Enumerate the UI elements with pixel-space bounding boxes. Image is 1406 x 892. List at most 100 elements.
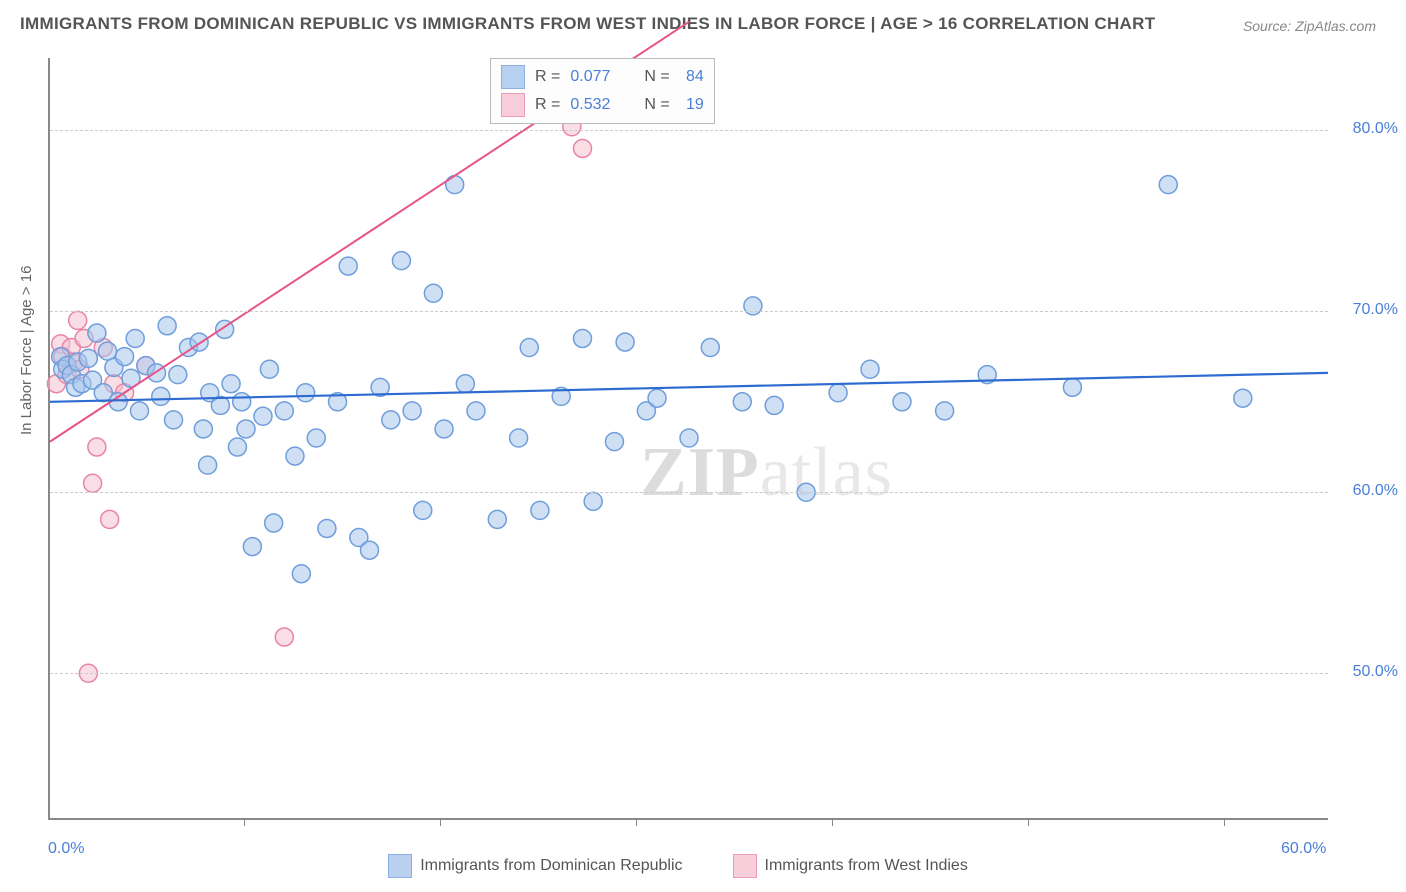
data-point (1063, 378, 1081, 396)
data-point (456, 375, 474, 393)
data-point (733, 393, 751, 411)
data-point (260, 360, 278, 378)
y-axis-label: In Labor Force | Age > 16 (18, 266, 35, 435)
data-point (392, 252, 410, 270)
legend-r-value: 0.532 (570, 96, 610, 114)
legend-series-label: Immigrants from West Indies (765, 857, 968, 874)
gridline-h (50, 311, 1328, 312)
data-point (199, 456, 217, 474)
data-point (510, 429, 528, 447)
data-point (1159, 176, 1177, 194)
data-point (292, 565, 310, 583)
data-point (893, 393, 911, 411)
data-point (265, 514, 283, 532)
data-point (222, 375, 240, 393)
data-point (101, 510, 119, 528)
data-point (605, 433, 623, 451)
legend-n-label: N = (644, 68, 669, 86)
xtick-mark (832, 818, 833, 826)
data-point (520, 339, 538, 357)
plot-area: ZIPatlas (48, 58, 1328, 820)
legend-r-label: R = (535, 96, 560, 114)
legend-n-value: 84 (680, 68, 704, 86)
data-point (297, 384, 315, 402)
data-point (84, 474, 102, 492)
data-point (574, 329, 592, 347)
data-point (286, 447, 304, 465)
data-point (531, 501, 549, 519)
data-point (936, 402, 954, 420)
data-point (228, 438, 246, 456)
legend-row: R = 0.532 N = 19 (501, 91, 704, 119)
gridline-h (50, 492, 1328, 493)
data-point (307, 429, 325, 447)
data-point (237, 420, 255, 438)
legend-r-label: R = (535, 68, 560, 86)
data-point (382, 411, 400, 429)
data-point (116, 348, 134, 366)
ytick-label: 50.0% (1338, 663, 1398, 681)
data-point (152, 387, 170, 405)
series-legend: Immigrants from Dominican Republic Immigr… (0, 854, 1406, 878)
data-point (88, 438, 106, 456)
xtick-mark (1028, 818, 1029, 826)
data-point (1234, 389, 1252, 407)
gridline-h (50, 673, 1328, 674)
data-point (574, 139, 592, 157)
data-point (243, 538, 261, 556)
gridline-h (50, 130, 1328, 131)
legend-swatch-icon (388, 854, 412, 878)
data-point (79, 349, 97, 367)
data-point (861, 360, 879, 378)
ytick-label: 80.0% (1338, 120, 1398, 138)
xtick-mark (1224, 818, 1225, 826)
data-point (130, 402, 148, 420)
data-point (275, 628, 293, 646)
data-point (680, 429, 698, 447)
data-point (254, 407, 272, 425)
ytick-label: 60.0% (1338, 482, 1398, 500)
data-point (275, 402, 293, 420)
xtick-label: 0.0% (48, 840, 84, 858)
data-point (165, 411, 183, 429)
chart-svg (50, 58, 1328, 818)
data-point (169, 366, 187, 384)
data-point (158, 317, 176, 335)
legend-n-value: 19 (680, 96, 704, 114)
data-point (424, 284, 442, 302)
xtick-mark (440, 818, 441, 826)
xtick-mark (244, 818, 245, 826)
data-point (435, 420, 453, 438)
chart-title: IMMIGRANTS FROM DOMINICAN REPUBLIC VS IM… (20, 14, 1155, 34)
data-point (701, 339, 719, 357)
legend-swatch-icon (501, 93, 525, 117)
xtick-mark (636, 818, 637, 826)
source-label: Source: ZipAtlas.com (1243, 18, 1376, 34)
data-point (467, 402, 485, 420)
legend-r-value: 0.077 (570, 68, 610, 86)
legend-n-label: N = (644, 96, 669, 114)
data-point (318, 519, 336, 537)
legend-row: R = 0.077 N = 84 (501, 63, 704, 91)
legend-swatch-icon (501, 65, 525, 89)
data-point (88, 324, 106, 342)
data-point (648, 389, 666, 407)
legend-series-label: Immigrants from Dominican Republic (420, 857, 682, 874)
data-point (403, 402, 421, 420)
ytick-label: 70.0% (1338, 301, 1398, 319)
data-point (584, 492, 602, 510)
data-point (339, 257, 357, 275)
data-point (765, 396, 783, 414)
data-point (69, 311, 87, 329)
data-point (414, 501, 432, 519)
data-point (829, 384, 847, 402)
legend-swatch-icon (733, 854, 757, 878)
data-point (446, 176, 464, 194)
data-point (126, 329, 144, 347)
correlation-legend: R = 0.077 N = 84 R = 0.532 N = 19 (490, 58, 715, 124)
data-point (361, 541, 379, 559)
data-point (616, 333, 634, 351)
data-point (99, 342, 117, 360)
xtick-label: 60.0% (1281, 840, 1326, 858)
trend-line (50, 373, 1328, 402)
